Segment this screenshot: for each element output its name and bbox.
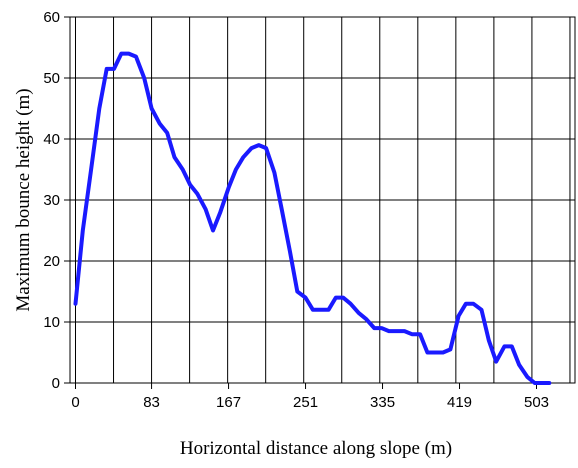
x-tick-label: 503 <box>524 394 549 411</box>
y-tick-label: 0 <box>52 375 60 392</box>
grid <box>70 16 575 384</box>
x-tick-label: 167 <box>216 394 241 411</box>
y-tick-label: 10 <box>43 314 60 331</box>
x-tick-label: 335 <box>370 394 395 411</box>
x-tick-label: 0 <box>71 394 79 411</box>
series-line <box>73 51 552 385</box>
y-tick-label: 60 <box>43 9 60 26</box>
x-tick-label: 251 <box>293 394 318 411</box>
y-tick-label: 30 <box>43 192 60 209</box>
axis-ticks: 0 10 20 30 40 50 60 0 83 167 251 335 419 503 <box>43 9 549 411</box>
x-tick-label: 419 <box>447 394 472 411</box>
y-axis-title: Maximum bounce height (m) <box>13 88 34 311</box>
y-tick-label: 20 <box>43 253 60 270</box>
y-tick-label: 40 <box>43 131 60 148</box>
x-axis-title: Horizontal distance along slope (m) <box>180 438 452 459</box>
y-tick-label: 50 <box>43 70 60 87</box>
x-tick-label: 83 <box>143 394 160 411</box>
